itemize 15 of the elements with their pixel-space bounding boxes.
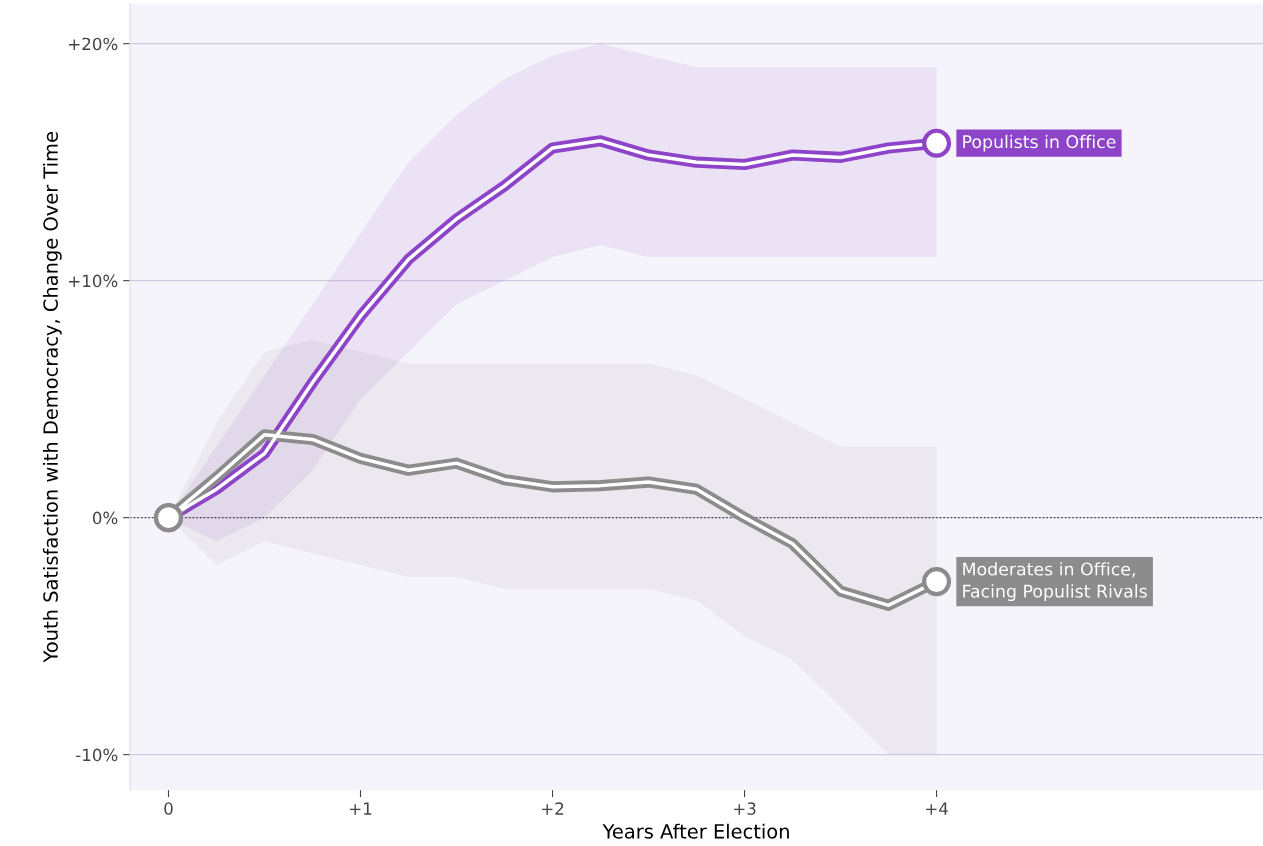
x-tick-label: +3 <box>734 802 756 815</box>
point <box>922 567 952 597</box>
x-tick-label: +4 <box>926 802 948 815</box>
x-tick-label: 0 <box>164 802 173 815</box>
series-label: Populists in Office <box>963 134 1116 152</box>
x-axis-title: Years After Election <box>602 823 789 839</box>
y-tick-label: +10% <box>69 274 118 288</box>
series-label: Moderates in Office, Facing Populist Rivals <box>963 562 1147 602</box>
y-tick-label: 0% <box>92 511 118 525</box>
y-tick-label: -10% <box>76 748 118 762</box>
y-axis-title: Youth Satisfaction with Democracy, Change Over Time <box>42 132 62 663</box>
point <box>922 128 952 158</box>
x-tick-label: +1 <box>349 802 372 815</box>
x-tick-label: +2 <box>542 802 564 815</box>
y-tick-label: +20% <box>69 37 118 51</box>
